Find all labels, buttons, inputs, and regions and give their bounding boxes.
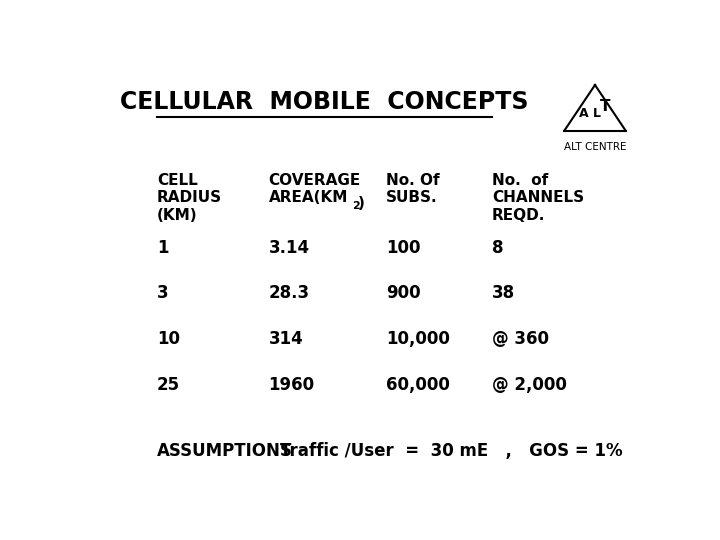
Text: 60,000: 60,000 <box>386 376 449 394</box>
Text: CELLULAR  MOBILE  CONCEPTS: CELLULAR MOBILE CONCEPTS <box>120 90 528 114</box>
Text: ALT CENTRE: ALT CENTRE <box>564 141 626 152</box>
Text: 38: 38 <box>492 285 515 302</box>
Text: 900: 900 <box>386 285 420 302</box>
Text: A: A <box>579 107 589 120</box>
Text: @ 2,000: @ 2,000 <box>492 376 567 394</box>
Text: 2: 2 <box>351 201 359 211</box>
Text: ASSUMPTIONS: ASSUMPTIONS <box>157 442 293 461</box>
Text: @ 360: @ 360 <box>492 330 549 348</box>
Text: 8: 8 <box>492 239 503 256</box>
Text: ): ) <box>357 196 364 211</box>
Text: 28.3: 28.3 <box>269 285 310 302</box>
Text: 3.14: 3.14 <box>269 239 310 256</box>
Text: 100: 100 <box>386 239 420 256</box>
Text: 1: 1 <box>157 239 168 256</box>
Text: 25: 25 <box>157 376 180 394</box>
Text: No. Of
SUBS.: No. Of SUBS. <box>386 173 439 205</box>
Text: COVERAGE
AREA(KM: COVERAGE AREA(KM <box>269 173 361 205</box>
Text: 3: 3 <box>157 285 168 302</box>
Text: 10: 10 <box>157 330 180 348</box>
Text: 1960: 1960 <box>269 376 315 394</box>
Text: T: T <box>600 99 611 114</box>
Text: 10,000: 10,000 <box>386 330 449 348</box>
Text: No.  of
CHANNELS
REQD.: No. of CHANNELS REQD. <box>492 173 584 222</box>
Text: CELL
RADIUS
(KM): CELL RADIUS (KM) <box>157 173 222 222</box>
Text: Traffic /User  =  30 mE   ,   GOS = 1%: Traffic /User = 30 mE , GOS = 1% <box>280 442 622 461</box>
Text: L: L <box>593 107 600 120</box>
Text: 314: 314 <box>269 330 303 348</box>
